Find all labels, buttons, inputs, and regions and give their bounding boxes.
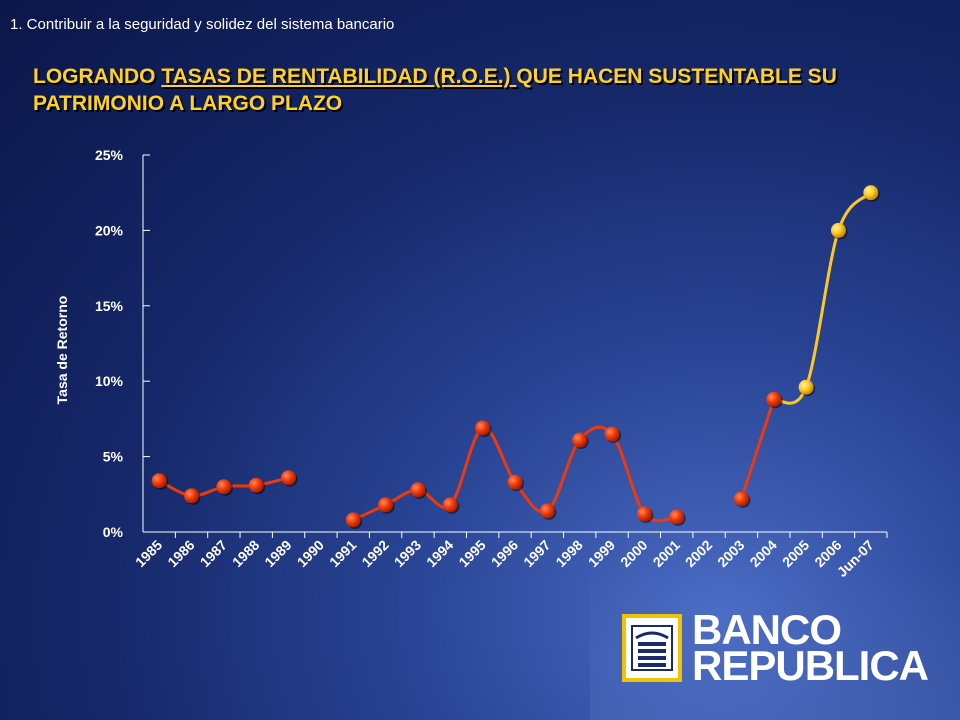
logo-line-2: REPUBLICA (692, 642, 929, 689)
y-tick-label: 15% (95, 298, 124, 314)
data-point-red (410, 482, 426, 498)
section-heading: 1. Contribuir a la seguridad y solidez d… (10, 16, 395, 33)
x-tick-label: 2000 (617, 537, 650, 570)
series-line-red (740, 398, 776, 500)
data-point-red (216, 479, 232, 495)
data-point-yellow (830, 222, 846, 238)
data-point-red (572, 432, 588, 448)
data-point-red (475, 420, 491, 436)
data-point-red (184, 488, 200, 504)
data-point-red (442, 497, 458, 513)
chart-labels: 0% 5% 10% 15% 20% 25% 1985 1986 1987 1988 1989 1990… (54, 147, 877, 580)
y-tick-label: 5% (103, 449, 124, 465)
data-point-yellow (863, 185, 879, 201)
data-point-red (539, 503, 555, 519)
series-line-red (352, 425, 677, 523)
x-tick-label: 1999 (585, 537, 618, 570)
series-line-yellow (773, 191, 872, 405)
x-tick-label: 1990 (294, 537, 327, 570)
data-point-red (604, 426, 620, 442)
title-part-1: LOGRANDO (33, 65, 162, 88)
x-tick-label: 1986 (164, 537, 197, 570)
data-point-red (345, 512, 361, 528)
logo-line-1: BANCO (692, 606, 842, 653)
x-tick-label: 1998 (552, 537, 585, 570)
x-tick-label: 2001 (650, 537, 683, 570)
x-tick-label: 1991 (326, 537, 359, 570)
x-tick-label: 1997 (520, 537, 553, 570)
data-point-red (669, 509, 685, 525)
data-point-red (766, 391, 782, 407)
y-axis-label: Tasa de Retorno (54, 296, 70, 405)
x-tick-label: 1989 (261, 537, 294, 570)
x-tick-label: 2002 (682, 537, 715, 570)
x-tick-label: 2003 (714, 537, 747, 570)
data-point-red (151, 473, 167, 489)
x-tick-label: 1993 (391, 537, 424, 570)
data-point-yellow (798, 379, 814, 395)
x-tick-label: 1994 (423, 537, 456, 570)
title-part-2: QUE HACEN SUSTENTABLE SU PATRIMONIO A LA… (33, 65, 837, 115)
data-point-red (733, 491, 749, 507)
data-point-red (281, 470, 297, 486)
bank-building-icon (622, 614, 682, 682)
data-point-red (248, 477, 264, 493)
x-tick-label: 1985 (132, 537, 165, 570)
y-tick-label: 10% (95, 373, 124, 389)
x-tick-label: 2005 (779, 537, 812, 570)
x-tick-label: 1996 (488, 537, 521, 570)
x-tick-label: 2004 (747, 537, 780, 570)
x-tick-label: 1992 (358, 537, 391, 570)
data-point-red (636, 506, 652, 522)
y-tick-label: 0% (103, 524, 124, 540)
banco-republica-logo: BANCO REPUBLICA (622, 606, 929, 689)
x-tick-label: Jun-07 (834, 537, 877, 580)
x-tick-label: 1995 (455, 537, 488, 570)
y-tick-label: 20% (95, 222, 124, 238)
slide-title: LOGRANDO TASAS DE RENTABILIDAD (R.O.E.) … (33, 63, 933, 117)
chart-points (151, 185, 880, 529)
data-point-red (507, 474, 523, 490)
x-tick-label: 1988 (229, 537, 262, 570)
chart-axes (142, 154, 888, 538)
title-part-underlined: TASAS DE RENTABILIDAD (R.O.E.) (161, 65, 517, 88)
x-tick-label: 1987 (197, 537, 230, 570)
chart-lines (158, 191, 872, 523)
y-tick-label: 25% (95, 147, 124, 163)
data-point-red (378, 497, 394, 513)
